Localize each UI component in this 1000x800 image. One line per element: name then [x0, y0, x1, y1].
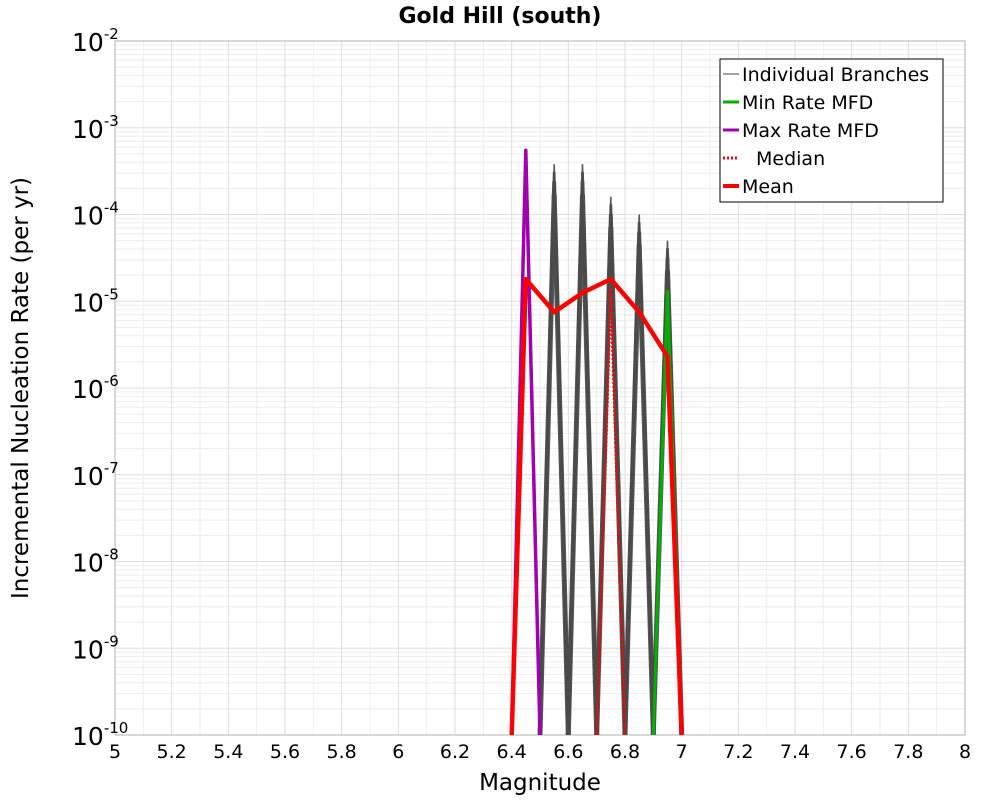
x-tick-label: 5.2: [157, 741, 187, 763]
y-tick-label: 10-2: [72, 25, 119, 57]
legend-entry: Max Rate MFD: [742, 120, 879, 142]
y-axis-label: Incremental Nucleation Rate (per yr): [8, 177, 34, 599]
y-tick-label: 10-3: [72, 112, 119, 144]
x-tick-label: 7.2: [723, 741, 753, 763]
x-tick-label: 5.4: [213, 741, 243, 763]
legend-box: [719, 58, 944, 203]
x-tick-label: 5.6: [270, 741, 300, 763]
x-tick-label: 7: [676, 741, 688, 763]
x-tick-label: 7.8: [893, 741, 923, 763]
y-tick-label: 10-6: [72, 372, 119, 404]
mean-line: [509, 276, 684, 736]
x-tick-labels: 5 5.2 5.4 5.6 5.8 6 6.2 6.4 6.6 6.8 7 7.2 7.4 7.6 7.8 8: [109, 741, 971, 763]
x-tick-label: 6.8: [610, 741, 640, 763]
branch-line: [569, 194, 600, 736]
series-layer: [509, 148, 685, 736]
x-tick-label: 6.4: [497, 741, 527, 763]
x-tick-label: 6.6: [553, 741, 583, 763]
y-tick-label: 10-7: [72, 459, 119, 491]
y-tick-label: 10-9: [72, 632, 119, 664]
legend-entry: Individual Branches: [742, 64, 929, 86]
y-tick-label: 10-4: [72, 199, 119, 231]
grid: [114, 41, 966, 736]
legend-entry: Mean: [742, 176, 794, 198]
chart-title: Gold Hill (south): [399, 4, 602, 29]
y-tick-label: 10-10: [72, 719, 128, 751]
x-tick-label: 6.2: [440, 741, 470, 763]
x-tick-label: 7.6: [837, 741, 867, 763]
x-tick-label: 7.4: [780, 741, 810, 763]
legend-entry: Min Rate MFD: [742, 92, 873, 114]
legend: Individual Branches Min Rate MFD Max Rate …: [719, 58, 944, 203]
x-tick-label: 5.8: [327, 741, 357, 763]
x-axis-label: Magnitude: [479, 770, 601, 796]
branch-line: [540, 194, 571, 736]
x-tick-label: 6: [392, 741, 404, 763]
x-tick-label: 5: [109, 741, 121, 763]
x-tick-label: 8: [959, 741, 971, 763]
median-line: [595, 287, 627, 736]
y-tick-label: 10-5: [72, 285, 119, 317]
branch-line: [625, 244, 656, 736]
y-tick-labels: 10-2 10-3 10-4 10-5 10-6 10-7 10-8 10-9 10-10: [72, 25, 128, 751]
y-tick-label: 10-8: [72, 546, 119, 578]
legend-entry: Median: [756, 148, 825, 170]
